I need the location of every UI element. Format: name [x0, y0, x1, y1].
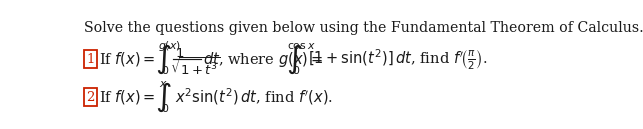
Text: $0$: $0$: [161, 102, 169, 114]
Text: $\cos x$: $\cos x$: [287, 41, 316, 51]
Text: $x$: $x$: [159, 79, 168, 89]
Text: $0$: $0$: [292, 64, 300, 76]
Text: $0$: $0$: [161, 64, 169, 76]
Text: $dt$, where $g(x) =$: $dt$, where $g(x) =$: [203, 50, 323, 69]
Text: $[1+\sin(t^2)]\,dt$, find $f'\!\left(\frac{\pi}{2}\right)$.: $[1+\sin(t^2)]\,dt$, find $f'\!\left(\fr…: [308, 47, 488, 72]
Text: $\int$: $\int$: [155, 80, 172, 114]
Text: If $f(x) =$: If $f(x) =$: [99, 50, 156, 68]
Text: Solve the questions given below using the Fundamental Theorem of Calculus.: Solve the questions given below using th…: [84, 21, 643, 35]
Text: $\sqrt{1+t^3}$: $\sqrt{1+t^3}$: [170, 57, 221, 78]
Text: 1: 1: [87, 53, 95, 66]
Text: $x^2\sin(t^2)\,dt$, find $f'(x)$.: $x^2\sin(t^2)\,dt$, find $f'(x)$.: [175, 87, 333, 107]
Text: $\int$: $\int$: [155, 43, 172, 76]
Text: If $f(x) =$: If $f(x) =$: [99, 88, 156, 106]
Text: 2: 2: [87, 91, 95, 104]
Text: $1$: $1$: [175, 47, 184, 60]
Text: $g(x)$: $g(x)$: [158, 39, 181, 53]
Text: $\int$: $\int$: [285, 43, 302, 76]
